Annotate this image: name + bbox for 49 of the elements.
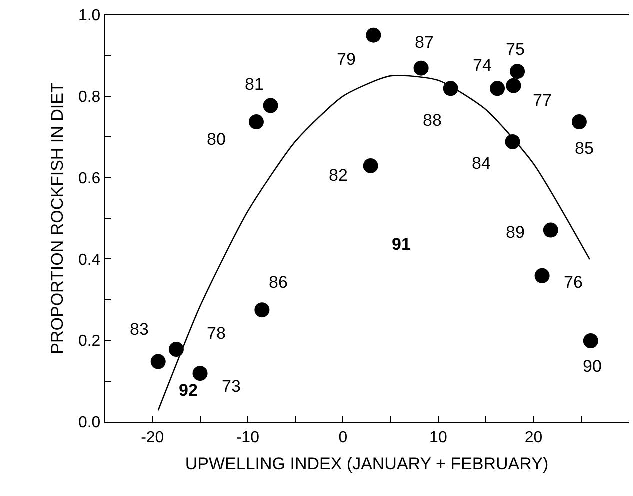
annotation: 79 — [337, 50, 356, 69]
annotation: 77 — [533, 91, 552, 110]
y-axis-title: PROPORTION ROCKFISH IN DIET — [48, 82, 67, 354]
point — [168, 342, 184, 358]
x-tick-label: -10 — [236, 429, 260, 446]
point — [248, 114, 264, 130]
x-axis-title: UPWELLING INDEX (JANUARY + FEBRUARY) — [185, 454, 549, 474]
annotation: 88 — [423, 111, 442, 130]
point — [150, 354, 166, 370]
annotation: 84 — [472, 154, 491, 173]
annotation: 75 — [506, 40, 525, 59]
annotation: 83 — [130, 320, 149, 339]
annotation: 81 — [245, 75, 264, 94]
x-tick-label: 0 — [338, 429, 348, 446]
y-tick-label: 0.2 — [78, 333, 101, 350]
point — [510, 64, 526, 80]
point — [572, 114, 587, 130]
annotation: 91 — [392, 235, 411, 254]
point — [414, 60, 429, 76]
point — [263, 98, 278, 114]
point — [543, 222, 558, 238]
annotation: 89 — [506, 223, 525, 242]
y-tick-label: 0.8 — [78, 89, 101, 106]
text: 1.0 — [78, 8, 101, 25]
annotation: 73 — [222, 377, 241, 396]
y-tick-label: 0.4 — [78, 252, 101, 269]
point — [192, 366, 208, 382]
point — [366, 28, 382, 43]
point — [254, 302, 270, 318]
annotation: 87 — [415, 33, 434, 52]
point — [534, 268, 550, 284]
annotation: 74 — [473, 56, 492, 75]
point — [363, 158, 378, 174]
point — [583, 334, 598, 349]
annotation: 86 — [269, 273, 288, 292]
annotation: 76 — [564, 273, 583, 292]
annotation: 90 — [583, 357, 602, 376]
text: 0.0 — [78, 414, 101, 432]
annotation: 85 — [575, 139, 594, 158]
annotation: 78 — [207, 324, 226, 343]
point — [490, 81, 506, 96]
annotation: 92 — [179, 381, 198, 400]
annotation: 82 — [329, 166, 348, 185]
x-tick-label: 10 — [430, 429, 448, 446]
y-tick-label: 0.6 — [78, 170, 101, 188]
x-tick-label: -20 — [141, 429, 164, 446]
point — [506, 78, 522, 94]
x-tick-label: 20 — [524, 429, 543, 446]
annotation: 80 — [207, 130, 226, 149]
